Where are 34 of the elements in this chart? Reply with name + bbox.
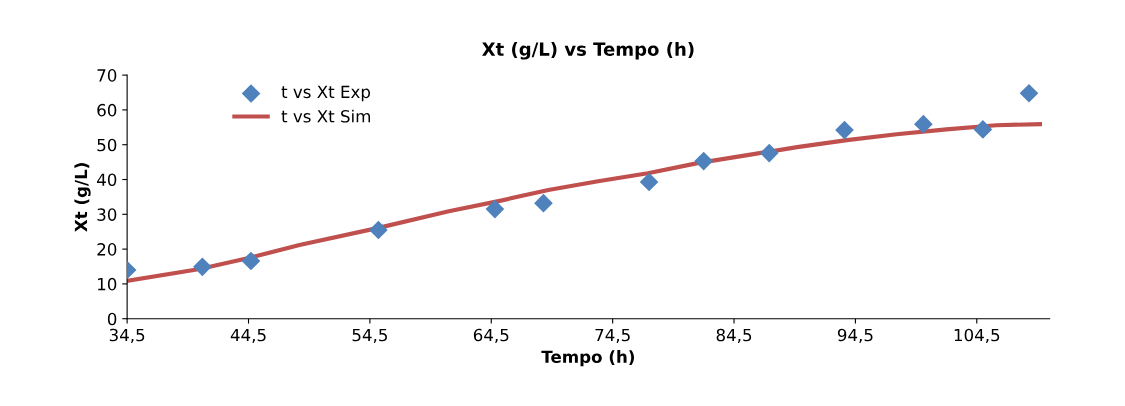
legend-label: t vs Xt Exp	[281, 85, 371, 102]
point	[241, 251, 261, 271]
y-tick-label: 0	[107, 312, 117, 326]
y-axis-title: Xt (g/L)	[74, 163, 91, 232]
legend-label: t vs Xt Sim	[281, 109, 370, 123]
y-tick-label: 30	[97, 208, 117, 221]
y-tick-label: 50	[97, 138, 117, 152]
point	[369, 220, 388, 240]
point	[193, 257, 212, 277]
x-tick-label: 84,5	[716, 328, 752, 344]
y-tick-label: 70	[97, 69, 117, 82]
x-tick-label: 54,5	[352, 328, 387, 344]
point	[639, 172, 659, 192]
point	[534, 193, 553, 213]
x-tick-label: 44,5	[230, 328, 266, 344]
point	[759, 143, 779, 163]
x-tick-label: 64,5	[473, 328, 509, 344]
line-series	[127, 122, 1042, 283]
point	[1019, 83, 1039, 103]
point	[485, 199, 505, 219]
y-tick-label: 20	[97, 243, 117, 256]
x-tick-label: 104,5	[954, 328, 1000, 344]
x-axis-title: Tempo (h)	[541, 350, 634, 367]
x-tick-label: 94,5	[837, 328, 873, 344]
y-tick-label: 60	[97, 103, 117, 117]
point	[835, 120, 854, 140]
chart-title: Xt (g/L) vs Tempo (h)	[482, 41, 694, 60]
x-tick-label: 34,5	[109, 328, 145, 344]
point	[973, 120, 993, 139]
point	[914, 114, 933, 134]
y-tick-label: 10	[98, 277, 117, 291]
x-tick-label: 74,5	[595, 328, 630, 344]
point	[694, 151, 713, 171]
y-tick-label: 40	[97, 173, 117, 187]
